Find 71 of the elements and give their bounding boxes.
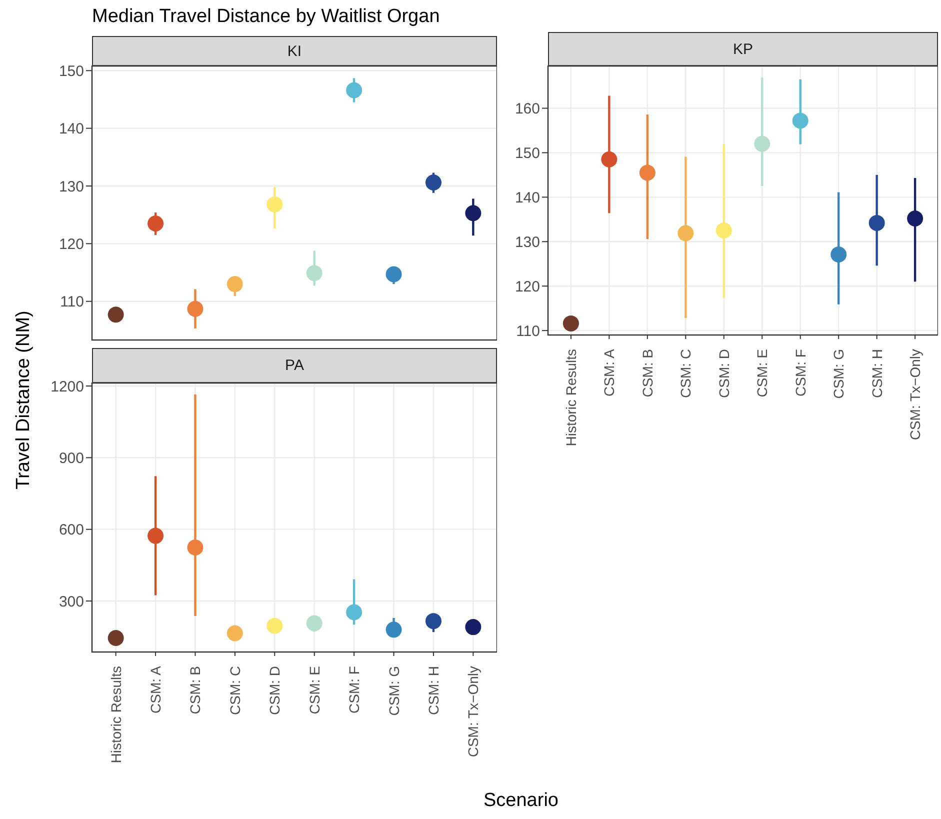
point xyxy=(386,266,402,282)
x-tick-label: CSM: E xyxy=(306,666,322,714)
x-tick-label: CSM: C xyxy=(226,666,243,715)
point xyxy=(830,246,847,263)
point xyxy=(346,82,362,98)
point xyxy=(108,306,124,323)
y-tick-label: 150 xyxy=(514,145,540,162)
point xyxy=(639,164,656,181)
point xyxy=(465,619,482,636)
y-tick-label: 900 xyxy=(58,450,84,467)
x-tick-label: CSM: D xyxy=(716,349,732,398)
y-tick-label: 110 xyxy=(516,322,540,340)
point xyxy=(465,205,482,222)
x-tick-label: CSM: A xyxy=(601,348,618,396)
y-tick-label: 160 xyxy=(514,100,540,118)
x-tick-label: CSM: F xyxy=(792,349,808,396)
y-tick-label: 120 xyxy=(514,278,540,296)
point xyxy=(266,618,283,634)
point xyxy=(148,528,164,544)
y-tick-label: 1200 xyxy=(50,378,84,396)
point xyxy=(226,625,243,642)
point xyxy=(148,215,164,232)
point xyxy=(266,196,283,212)
chart-subtitle: PA xyxy=(92,348,497,383)
y-tick-label: 140 xyxy=(514,189,540,206)
y-tick-label: 150 xyxy=(58,62,84,80)
x-tick-label: CSM: B xyxy=(639,349,656,398)
point xyxy=(187,539,204,556)
chart-title: Median Travel Distance by Waitlist Organ xyxy=(92,6,440,28)
y-tick-label: 600 xyxy=(58,522,84,539)
x-tick-label: Historic Results xyxy=(562,349,579,446)
point xyxy=(226,276,243,292)
x-tick-label: CSM: A xyxy=(148,665,164,714)
x-tick-label: Historic Results xyxy=(108,666,124,764)
point xyxy=(425,174,442,191)
point xyxy=(306,615,322,632)
y-tick-label: 130 xyxy=(58,178,84,196)
point xyxy=(601,151,618,168)
y-axis-title: Travel Distance (NM) xyxy=(13,310,35,490)
point xyxy=(868,214,885,231)
chart-subtitle: KI xyxy=(92,36,497,66)
point xyxy=(187,300,204,317)
point xyxy=(306,265,322,282)
point xyxy=(562,315,579,332)
x-tick-label: CSM: G xyxy=(386,666,402,716)
y-tick-label: 130 xyxy=(514,234,540,251)
y-tick-label: 110 xyxy=(60,294,84,311)
x-tick-label: CSM: C xyxy=(678,349,694,398)
y-tick-label: 120 xyxy=(58,236,84,253)
x-tick-label: CSM: E xyxy=(754,349,770,398)
chart-subtitle: KP xyxy=(548,32,938,66)
x-tick-label: CSM: Tx−Only xyxy=(465,666,482,758)
x-tick-label: CSM: H xyxy=(425,666,442,715)
x-tick-label: CSM: B xyxy=(187,666,204,714)
point xyxy=(425,613,442,630)
point xyxy=(346,604,362,620)
x-tick-label: CSM: H xyxy=(868,349,885,398)
point xyxy=(678,225,694,242)
x-tick-label: CSM: F xyxy=(346,666,362,714)
x-tick-label: CSM: D xyxy=(266,666,283,715)
point xyxy=(754,136,770,152)
y-tick-label: 300 xyxy=(58,593,84,610)
x-tick-label: CSM: G xyxy=(830,349,847,399)
point xyxy=(716,222,732,239)
x-axis-title: Scenario xyxy=(484,790,558,812)
point xyxy=(108,630,124,646)
x-tick-label: CSM: Tx−Only xyxy=(907,349,924,440)
y-tick-label: 140 xyxy=(58,120,84,138)
point xyxy=(386,622,402,638)
point xyxy=(907,210,924,227)
point xyxy=(792,112,808,129)
